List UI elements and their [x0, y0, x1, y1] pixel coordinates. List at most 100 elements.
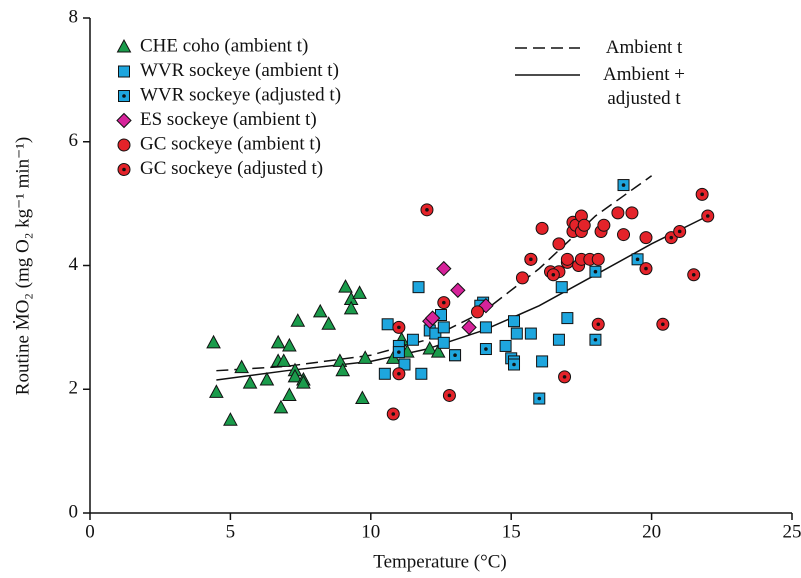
point: [535, 221, 549, 235]
point: [515, 271, 529, 285]
point: [406, 333, 419, 346]
legend-marker: [118, 65, 130, 78]
point: [625, 206, 639, 220]
point: [352, 285, 367, 299]
point: [398, 358, 411, 371]
point-dot: [621, 183, 626, 187]
point-dot: [397, 350, 401, 354]
point-dot: [425, 208, 429, 212]
point-dot: [677, 229, 682, 234]
legend-label: Ambient + adjusted t: [603, 64, 685, 109]
y-tick-label: 6: [69, 130, 79, 151]
y-tick-label: 4: [69, 254, 79, 275]
point-dot: [537, 396, 542, 401]
legend-marker: [117, 138, 131, 152]
point: [437, 336, 450, 349]
point: [555, 281, 568, 294]
legend-label: GC sockeye (adjusted t): [140, 158, 323, 179]
point: [429, 327, 442, 340]
point-dot: [122, 94, 126, 98]
legend-label: WVR sockeye (ambient t): [140, 60, 339, 81]
point-dot: [453, 353, 457, 358]
point-dot: [391, 412, 396, 416]
y-tick-label: 8: [69, 6, 79, 27]
point-dot: [484, 347, 488, 351]
x-tick-label: 25: [783, 521, 801, 542]
point-dot: [705, 214, 710, 218]
point-dot: [562, 375, 567, 379]
point-dot: [397, 325, 401, 330]
point: [276, 353, 292, 367]
fit-line: [216, 175, 653, 372]
point: [338, 279, 353, 293]
point: [290, 313, 306, 327]
point: [273, 399, 289, 414]
x-tick-label: 5: [226, 521, 236, 542]
point-dot: [442, 300, 446, 305]
point: [381, 318, 394, 331]
x-axis-label: Temperature (°C): [373, 551, 506, 572]
point: [479, 321, 492, 334]
point: [412, 281, 425, 294]
point: [639, 231, 653, 245]
point: [577, 218, 591, 232]
point-dot: [512, 362, 516, 367]
point: [287, 368, 303, 383]
point: [259, 371, 275, 386]
y-tick-label: 0: [69, 501, 79, 522]
point: [415, 367, 428, 380]
legend-marker: [116, 38, 132, 53]
x-tick-label: 20: [642, 521, 661, 542]
point-dot: [447, 393, 452, 398]
point: [209, 384, 224, 398]
point: [357, 350, 373, 364]
point-dot: [551, 272, 556, 277]
point-dot: [661, 322, 665, 327]
point: [424, 310, 441, 326]
point: [450, 282, 466, 298]
legend-label: WVR sockeye (adjusted t): [140, 84, 341, 105]
point: [436, 260, 452, 277]
point: [234, 359, 249, 374]
point: [597, 218, 611, 232]
x-tick-label: 10: [361, 521, 380, 542]
point: [223, 412, 238, 426]
x-tick-label: 0: [85, 521, 95, 542]
point-dot: [593, 269, 598, 274]
legend-marker: [116, 112, 132, 129]
point: [312, 303, 328, 318]
point: [343, 300, 359, 315]
point: [536, 355, 549, 368]
point: [499, 339, 512, 352]
legend-label: ES sockeye (ambient t): [140, 109, 317, 130]
point: [332, 353, 348, 367]
point: [461, 319, 477, 336]
point: [242, 375, 258, 389]
legend-label: Ambient t: [605, 37, 683, 58]
point: [552, 333, 565, 346]
point: [510, 327, 523, 340]
point-dot: [596, 322, 601, 327]
point: [270, 334, 286, 349]
point-dot: [635, 257, 640, 262]
point-dot: [593, 337, 598, 342]
point: [296, 375, 311, 389]
point: [552, 237, 566, 251]
point-dot: [691, 272, 696, 277]
point: [378, 367, 391, 380]
point: [430, 344, 446, 358]
point: [282, 387, 297, 401]
point: [561, 312, 574, 325]
point: [611, 206, 625, 220]
point: [355, 390, 370, 405]
legend-label: GC sockeye (ambient t): [140, 133, 321, 154]
point-dot: [669, 235, 674, 240]
point: [524, 327, 537, 340]
x-tick-label: 15: [502, 521, 521, 542]
point: [508, 315, 521, 328]
point: [560, 252, 574, 266]
point: [471, 305, 485, 319]
point-dot: [700, 192, 704, 197]
